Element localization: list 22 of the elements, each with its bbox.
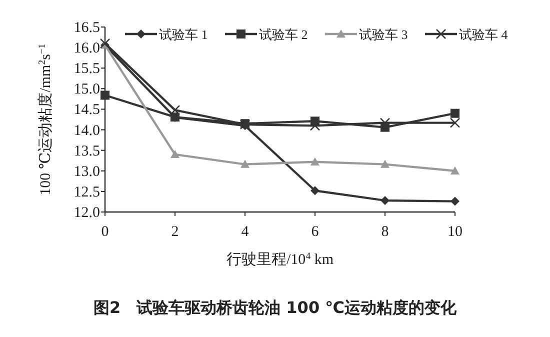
x-tick-label: 2 — [171, 224, 179, 240]
x-tick-label: 8 — [381, 224, 389, 240]
y-tick-label: 12.5 — [74, 184, 100, 200]
y-tick-label: 14.5 — [74, 102, 100, 118]
y-tick-label: 13.5 — [74, 143, 100, 160]
caption: 图2 试验车驱动桥齿轮油 100 ℃运动粘度的变化 — [93, 298, 458, 317]
legend-label: 试验车 3 — [359, 27, 408, 42]
y-tick-label: 15.5 — [74, 61, 100, 78]
x-tick-label: 10 — [448, 224, 462, 240]
y-tick-label: 16.5 — [74, 20, 100, 36]
legend-label: 试验车 1 — [159, 27, 208, 42]
legend-label: 试验车 2 — [259, 27, 308, 42]
y-tick-label: 15.0 — [74, 82, 100, 98]
x-axis-title: 行驶里程/10$^{4}$ km — [226, 250, 334, 268]
y-tick-label: 13.0 — [74, 164, 100, 180]
x-tick-label: 4 — [241, 224, 250, 240]
x-tick-label: 6 — [311, 224, 320, 240]
y-tick-label: 12.0 — [74, 205, 100, 221]
y-tick-label: 14.0 — [74, 122, 100, 139]
legend-label: 试验车 4 — [459, 27, 508, 42]
y-tick-label: 16.0 — [74, 40, 100, 57]
x-tick-label: 0 — [101, 224, 109, 240]
